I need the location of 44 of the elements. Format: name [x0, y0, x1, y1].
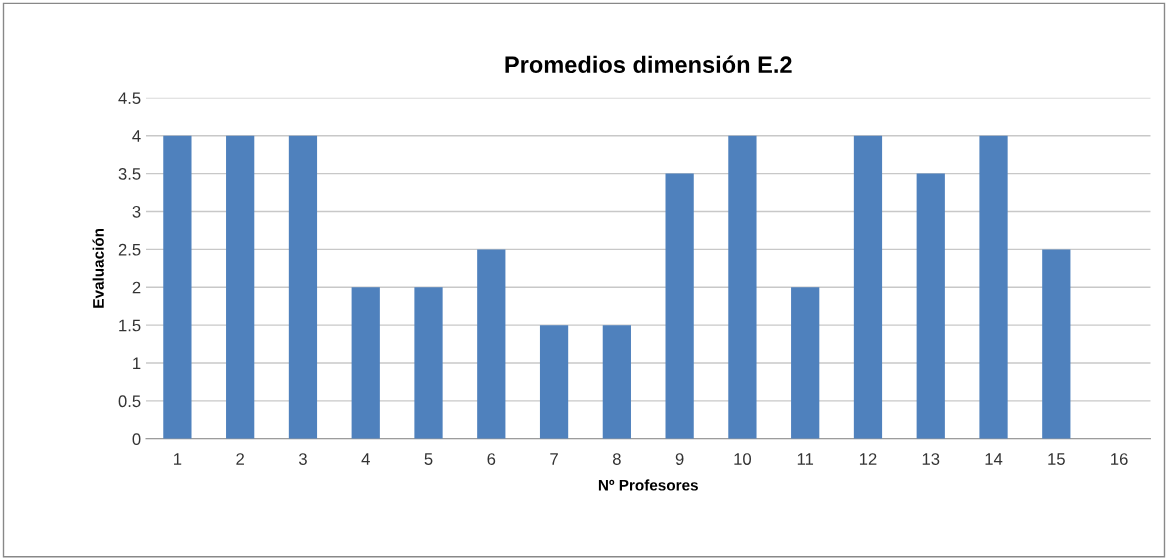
bar — [163, 135, 192, 439]
x-tick-label: 1 — [174, 453, 182, 465]
x-tick-label: 16 — [1111, 453, 1128, 465]
y-tick-label: 0 — [132, 433, 141, 446]
y-tick-label: 3.5 — [118, 168, 141, 180]
y-tick-label: 3 — [132, 205, 141, 218]
x-tick-label: 6 — [487, 453, 496, 465]
x-tick-label: 14 — [985, 453, 1003, 465]
bar — [539, 325, 569, 439]
x-tick-label: 3 — [298, 453, 307, 465]
x-tick-label: 12 — [859, 453, 877, 465]
y-tick-label: 2 — [132, 281, 141, 294]
bar — [1042, 249, 1071, 439]
bar — [414, 287, 443, 439]
bar — [226, 135, 255, 439]
y-tick-label: 4.5 — [118, 92, 141, 105]
x-axis-title: Nº Profesores — [598, 479, 698, 491]
x-tick-label: 13 — [922, 453, 940, 465]
bar — [916, 173, 945, 439]
bar — [979, 135, 1008, 439]
x-tick-label: 15 — [1048, 453, 1065, 465]
x-tick-label: 11 — [797, 453, 814, 465]
y-tick-label: 1.5 — [119, 319, 141, 332]
x-tick-label: 9 — [675, 453, 684, 465]
y-tick-label: 1 — [133, 357, 141, 370]
chart-title: Promedios dimensión E.2 — [505, 55, 792, 74]
bar — [728, 135, 757, 439]
x-tick-label: 10 — [734, 453, 752, 465]
bar — [665, 173, 694, 439]
y-tick-label: 0.5 — [118, 395, 141, 408]
x-tick-label: 4 — [361, 453, 370, 465]
bar — [477, 249, 506, 439]
x-tick-label: 5 — [424, 453, 433, 465]
y-tick-label: 2.5 — [118, 243, 141, 256]
bar — [791, 287, 820, 439]
x-tick-label: 2 — [236, 453, 244, 465]
y-tick-label: 4 — [132, 130, 141, 142]
bar — [288, 135, 318, 439]
x-tick-label: 8 — [612, 453, 621, 465]
bar — [853, 135, 883, 439]
x-tick-label: 7 — [550, 453, 558, 465]
y-axis-title: Evaluación — [92, 228, 104, 308]
bar — [602, 325, 631, 439]
bar — [351, 287, 380, 439]
